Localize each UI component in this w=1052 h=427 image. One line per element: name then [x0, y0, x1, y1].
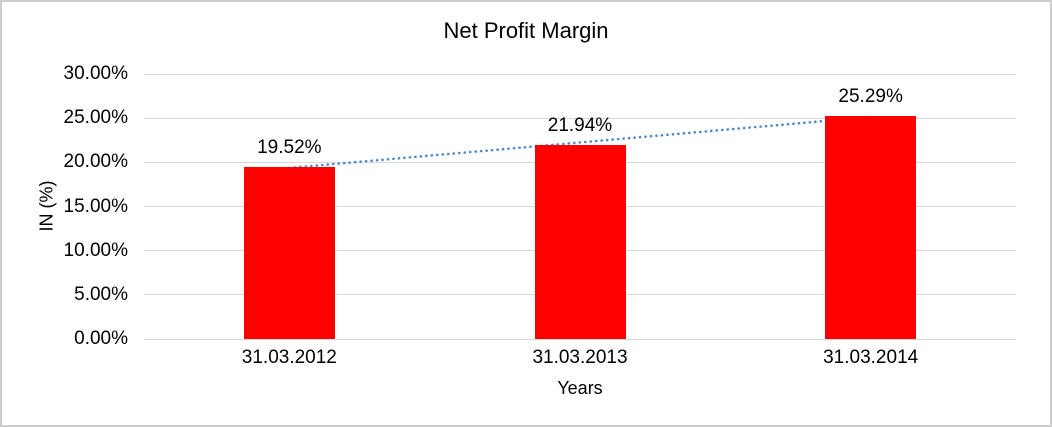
x-category-label: 31.03.2014	[823, 347, 919, 368]
x-category-label: 31.03.2012	[241, 347, 337, 368]
y-tick-label: 10.00%	[63, 239, 128, 261]
y-tick-label: 15.00%	[63, 195, 128, 217]
plot-area	[144, 73, 1016, 340]
gridline	[144, 73, 1016, 75]
bar	[534, 145, 626, 339]
bar	[825, 115, 917, 339]
x-axis-title: Years	[557, 378, 603, 398]
chart-title: Net Profit Margin	[443, 18, 609, 43]
gridline	[144, 338, 1016, 340]
x-category-label: 31.03.2013	[532, 347, 628, 368]
bar-value-label: 21.94%	[547, 115, 613, 137]
bar-value-label: 25.29%	[838, 85, 903, 107]
y-tick-label: 20.00%	[63, 151, 128, 173]
bar	[243, 166, 335, 339]
y-tick-label: 0.00%	[74, 328, 128, 349]
y-tick-label: 30.00%	[63, 63, 128, 84]
y-tick-label: 25.00%	[63, 107, 128, 129]
bar-value-label: 19.52%	[257, 136, 322, 158]
y-tick-label: 5.00%	[74, 283, 128, 305]
